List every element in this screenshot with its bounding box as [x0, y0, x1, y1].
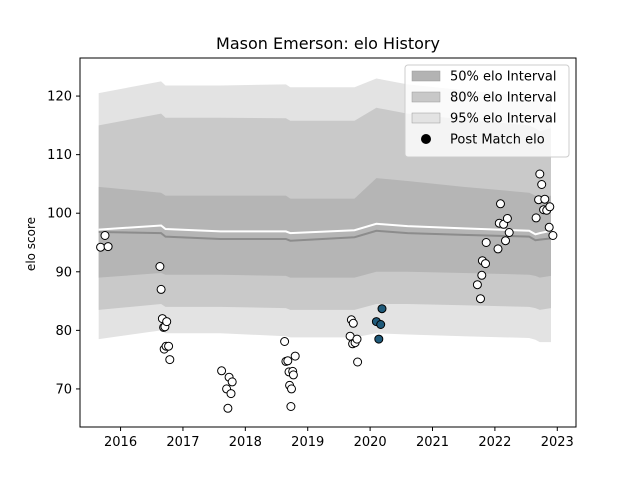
post-match-point: [540, 194, 550, 204]
post-match-point: [481, 259, 490, 269]
post-match-point: [217, 366, 227, 376]
post-match-point: [545, 202, 555, 212]
post-match-point: [476, 294, 485, 304]
post-match-point: [548, 231, 558, 240]
post-match-point-highlight: [377, 304, 387, 314]
post-match-point: [493, 244, 503, 254]
y-tick-label: 100: [47, 207, 72, 222]
post-match-point: [348, 318, 358, 328]
post-match-point: [537, 180, 547, 189]
y-tick-label: 90: [55, 265, 72, 280]
mean-line: [98, 222, 552, 236]
legend-swatch: [411, 70, 441, 82]
x-tick-label: 2019: [291, 435, 324, 450]
post-match-point: [162, 317, 172, 327]
post-match-point: [481, 238, 491, 247]
post-match-point-highlight: [376, 320, 386, 329]
post-match-point: [352, 334, 362, 344]
x-tick-label: 2021: [416, 435, 449, 450]
post-match-point: [544, 222, 554, 232]
legend-marker: [421, 134, 431, 144]
legend: 50% elo Interval 80% elo Interval 95% elo …: [404, 64, 570, 158]
post-match-point-highlight: [374, 334, 384, 344]
post-match-point: [227, 377, 237, 387]
y-axis-label: elo score: [24, 217, 38, 271]
post-match-point: [477, 270, 487, 280]
axes-frame: [79, 57, 577, 428]
legend-label: Post Match elo: [450, 133, 545, 148]
y-tick-label: 120: [47, 90, 72, 105]
legend-label: 50% elo Interval: [450, 70, 557, 85]
post-match-point: [501, 236, 510, 246]
post-match-point: [155, 262, 165, 271]
x-tick-label: 2018: [229, 435, 262, 450]
post-match-point: [96, 242, 106, 252]
post-match-point: [165, 355, 175, 365]
y-tick-label: 110: [47, 148, 72, 163]
post-match-point: [287, 384, 296, 394]
chart-title: Mason Emerson: elo History: [216, 34, 440, 53]
post-match-point: [353, 357, 363, 367]
post-match-point: [290, 351, 300, 361]
legend-swatch: [411, 91, 441, 103]
legend-swatch: [411, 112, 441, 124]
x-tick-label: 2020: [354, 435, 387, 450]
post-match-point: [535, 169, 545, 179]
legend-box: [404, 64, 570, 158]
median-line: [98, 229, 552, 242]
y-tick-label: 70: [55, 382, 72, 397]
post-match-point: [288, 370, 298, 380]
x-tick-label: 2023: [541, 435, 574, 450]
post-match-point: [156, 284, 166, 294]
post-match-point: [504, 228, 514, 237]
post-match-point: [100, 231, 110, 240]
post-match-point: [226, 389, 236, 399]
post-match-point: [223, 403, 233, 413]
post-match-point: [496, 199, 505, 209]
x-tick-label: 2016: [104, 435, 137, 450]
axis-ticks: 2016 2017 2018 2019 2020 2021 2022 2023 70 80 90 10…: [47, 90, 574, 450]
post-match-point: [103, 242, 113, 252]
legend-label: 80% elo Interval: [450, 91, 557, 106]
post-match-point: [531, 213, 541, 223]
post-match-point: [164, 341, 174, 351]
post-match-point: [283, 356, 293, 366]
x-tick-label: 2022: [478, 435, 511, 450]
x-tick-label: 2017: [166, 435, 199, 450]
post-match-point: [280, 337, 290, 346]
post-match-point: [286, 402, 296, 411]
y-tick-label: 80: [55, 324, 72, 339]
post-match-point: [502, 214, 512, 223]
post-match-point: [472, 280, 482, 290]
band-50-interval: [98, 178, 551, 278]
legend-label: 95% elo Interval: [450, 112, 557, 127]
